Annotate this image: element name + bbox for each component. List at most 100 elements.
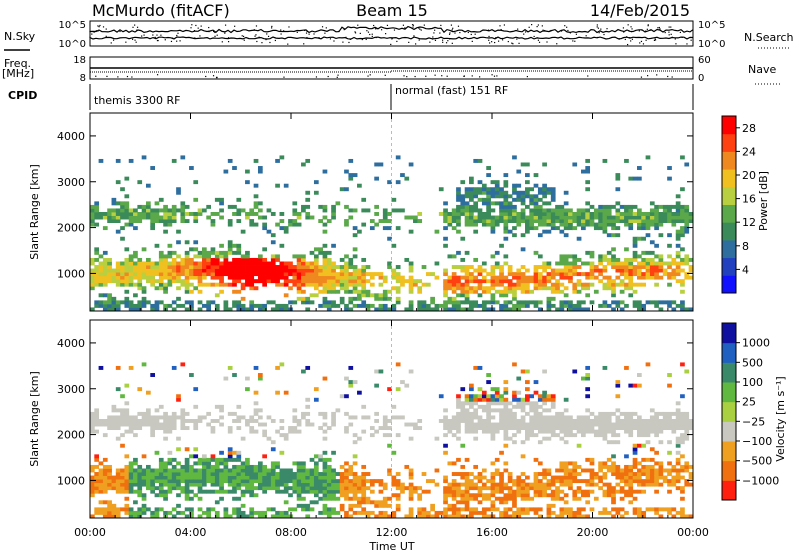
velocity-cell	[598, 419, 603, 423]
velocity-cell	[357, 489, 362, 494]
power-cell	[464, 219, 470, 224]
power-cell	[512, 183, 517, 188]
power-cell	[688, 215, 694, 220]
velocity-cell	[525, 397, 530, 402]
velocity-cell	[180, 489, 186, 494]
power-cell	[305, 204, 311, 209]
velocity-cell	[158, 422, 164, 427]
velocity-cell	[667, 479, 672, 484]
velocity-cell	[219, 404, 224, 409]
noise-dot	[156, 39, 159, 42]
power-cell	[675, 219, 681, 224]
velocity-cell	[456, 500, 461, 505]
time-tick-label: 00:00	[74, 526, 106, 539]
power-cell	[477, 190, 483, 195]
power-cell	[585, 180, 591, 185]
power-cell	[447, 212, 453, 216]
velocity-cell	[387, 443, 392, 448]
power-cell	[124, 275, 130, 280]
power-cell	[473, 219, 479, 224]
velocity-cell	[667, 415, 672, 420]
power-cell	[133, 275, 138, 280]
noise-dot	[271, 25, 273, 28]
power-cell	[339, 282, 345, 287]
power-cell	[494, 289, 500, 294]
power-cell	[214, 268, 220, 273]
power-cell	[382, 307, 388, 312]
power-cell	[365, 303, 371, 308]
power-cell	[490, 229, 496, 234]
power-cell	[102, 282, 108, 287]
velocity-cell	[684, 479, 690, 484]
velocity-cell	[658, 411, 664, 416]
power-cell	[443, 212, 448, 216]
velocity-cell	[352, 482, 358, 487]
velocity-cell	[249, 493, 255, 498]
velocity-cell	[318, 486, 323, 491]
velocity-cell	[257, 514, 263, 519]
power-cell	[266, 275, 272, 280]
velocity-cell	[568, 472, 573, 476]
velocity-cell	[464, 507, 470, 512]
noise-dot	[366, 30, 368, 32]
velocity-cell	[348, 468, 354, 473]
velocity-cell	[537, 486, 543, 491]
time-tick-label: 08:00	[275, 526, 307, 539]
power-cell	[369, 282, 375, 287]
power-cell	[503, 201, 509, 206]
velocity-cell	[305, 482, 311, 487]
power-cell	[201, 272, 207, 277]
power-cell	[180, 261, 186, 266]
velocity-cell	[568, 507, 573, 512]
power-cell	[684, 229, 690, 234]
velocity-cell	[451, 514, 457, 519]
velocity-cell	[335, 479, 341, 484]
velocity-cell	[494, 489, 500, 494]
velocity-cell	[516, 397, 522, 402]
power-cell	[499, 208, 504, 213]
power-cell	[94, 222, 100, 227]
velocity-cell	[309, 468, 315, 473]
velocity-cell	[163, 482, 168, 487]
velocity-cell	[167, 457, 173, 462]
power-cell	[494, 190, 500, 195]
power-cell	[111, 296, 117, 301]
velocity-cell	[576, 429, 582, 434]
velocity-cell	[507, 496, 513, 501]
power-cell	[128, 272, 134, 277]
velocity-cell	[447, 482, 453, 487]
power-cell	[107, 208, 112, 213]
velocity-cell	[133, 514, 138, 519]
power-cell	[240, 261, 246, 266]
power-cell	[352, 296, 358, 301]
noise-dot	[154, 36, 156, 39]
velocity-cell	[568, 461, 573, 466]
power-cell	[210, 272, 216, 277]
velocity-cell	[120, 468, 125, 473]
power-cell	[477, 158, 483, 163]
velocity-cell	[486, 394, 491, 399]
velocity-cell	[141, 482, 147, 487]
power-cell	[641, 307, 647, 312]
power-cell	[141, 215, 147, 220]
power-cell	[533, 219, 539, 224]
velocity-cell	[115, 475, 121, 480]
velocity-cell	[654, 450, 659, 455]
power-cell	[529, 279, 535, 284]
velocity-cell	[240, 489, 246, 494]
velocity-cell	[503, 443, 509, 448]
power-cell	[387, 296, 392, 301]
power-cell	[296, 215, 302, 220]
velocity-cell	[180, 422, 186, 427]
power-cell	[598, 279, 603, 284]
noise-dot	[671, 36, 673, 38]
power-cell	[460, 194, 466, 199]
power-cell	[189, 212, 194, 216]
noise-dot	[681, 36, 683, 38]
power-cell	[163, 229, 168, 234]
power-cell	[102, 303, 108, 308]
velocity-cell	[477, 415, 483, 420]
colorbar-tick-label: 1000	[742, 337, 770, 350]
power-cell	[184, 282, 190, 287]
velocity-cell	[378, 479, 384, 484]
